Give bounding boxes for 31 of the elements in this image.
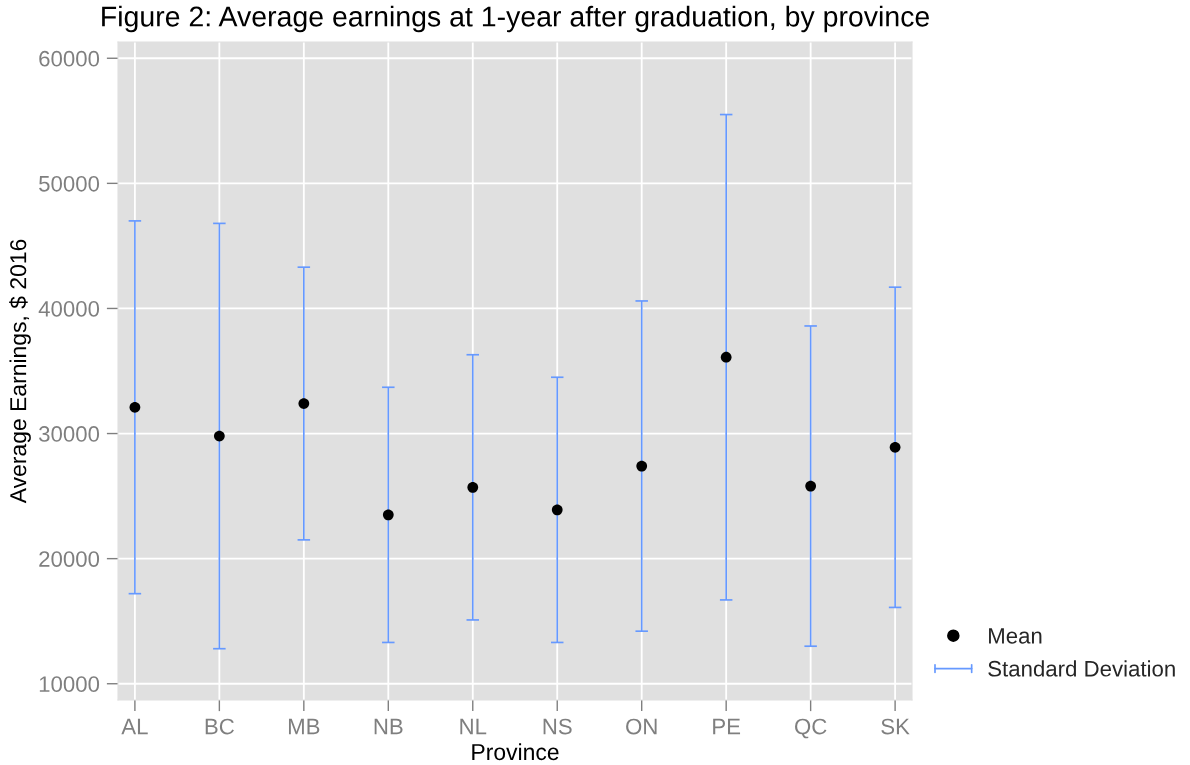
legend-label: Mean [989,628,1042,644]
y-tick-label: 50000 [39,175,100,192]
x-tick-label: MB [288,718,320,735]
point [889,441,901,453]
y-tick-label: 30000 [39,426,100,442]
x-tick-label: AL [121,718,148,735]
x-tick-label: SK [881,718,910,735]
point [720,351,732,363]
x-tick-label: QC [795,718,827,739]
x-tick-label: PE [713,718,741,735]
point [551,504,563,516]
x-tick-label: NB [374,718,403,735]
point [213,430,225,442]
point [467,481,479,493]
x-tick-label: NS [543,718,572,735]
point [805,480,817,492]
x-tick-label: BC [205,718,234,735]
y-tick-label: 10000 [39,676,100,693]
point [129,401,141,413]
point [636,460,648,472]
chart-title: Figure 2: Average earnings at 1-year after graduation, by province [102,5,929,33]
y-axis-title: Average Earnings, $ 2016 [9,239,31,504]
y-tick-label: 60000 [39,50,100,67]
y-tick-label: 20000 [39,551,100,567]
legend-label: Standard Deviation [988,660,1175,677]
x-axis-title: Province [472,743,559,761]
point [298,398,310,409]
x-tick-label: NL [460,718,487,735]
y-tick-label: 40000 [38,300,100,317]
point [382,509,394,521]
x-tick-label: ON [626,718,657,735]
